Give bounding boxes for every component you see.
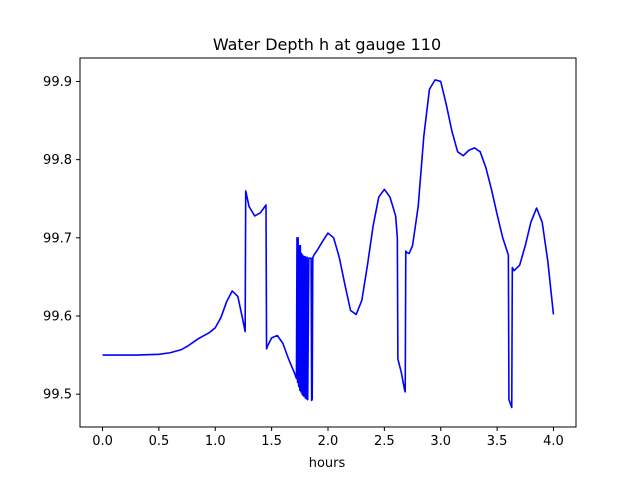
y-tick-label: 99.6: [43, 309, 72, 324]
y-tick-label: 99.9: [43, 75, 72, 90]
plot-frame: [79, 57, 577, 428]
y-axis: 99.5 99.6 99.7 99.8 99.9: [43, 75, 80, 403]
x-tick-label: 1.0: [205, 434, 226, 449]
x-tick-label: 2.0: [318, 434, 339, 449]
y-tick-label: 99.8: [43, 153, 72, 168]
x-tick-label: 4.0: [543, 434, 564, 449]
x-tick-label: 1.5: [261, 434, 282, 449]
x-axis: 0.0 0.5 1.0 1.5 2.0 2.5 3.0 3.5 4.0: [92, 427, 564, 449]
x-tick-label: 0.5: [149, 434, 170, 449]
x-tick-label: 3.5: [487, 434, 508, 449]
series-line-0: [102, 79, 555, 409]
x-tick-label: 0.0: [92, 434, 113, 449]
chart-title: Water Depth h at gauge 110: [213, 35, 441, 54]
y-tick-label: 99.7: [43, 231, 72, 246]
x-tick-label: 2.5: [374, 434, 395, 449]
plot-area: [102, 79, 555, 409]
y-tick-label: 99.5: [43, 388, 72, 403]
x-axis-label: hours: [309, 456, 346, 471]
x-tick-label: 3.0: [430, 434, 451, 449]
